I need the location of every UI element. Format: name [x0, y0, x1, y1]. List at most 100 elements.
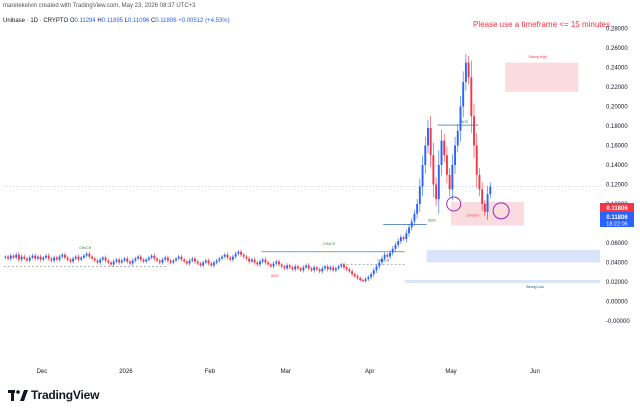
symbol-label[interactable]: Unibase · 1D · CRYPTO	[3, 18, 69, 24]
y-tick-label: 0.06000	[606, 241, 628, 247]
candle-body	[69, 259, 72, 262]
candle-body	[250, 259, 253, 262]
candle-body	[435, 184, 438, 200]
candle-body	[286, 265, 289, 269]
annotations-layer: BOS BOS BOS CHoCH CHoCH CHoCH CHoCH Strong High…	[79, 55, 547, 289]
candle-body	[240, 251, 242, 255]
candle-body	[53, 257, 56, 261]
candle-body	[340, 264, 343, 267]
candle-body	[269, 264, 272, 267]
candle-body	[410, 221, 413, 228]
candle-body	[26, 258, 28, 261]
time-axis[interactable]: Dec 2026 Feb Mar Apr May Jun	[37, 369, 540, 375]
y-tick-label: 0.18000	[606, 124, 628, 130]
swing-circle-1	[446, 196, 462, 212]
candle-body	[245, 256, 248, 259]
chart-credit: maretekelvin created with TradingView.co…	[3, 3, 196, 9]
candle-body	[91, 256, 93, 259]
candle-body	[34, 255, 37, 259]
candle-body	[451, 165, 454, 190]
candle-body	[315, 267, 318, 270]
candle-body	[443, 140, 446, 156]
candle-body	[267, 262, 270, 265]
close-price-tag-bg	[600, 212, 634, 227]
close-key: C	[150, 18, 156, 24]
annotation-label: CHoCH	[377, 259, 390, 263]
candle-body	[177, 256, 180, 259]
candle-body	[302, 267, 305, 271]
candle-body	[131, 260, 134, 264]
candle-body	[416, 204, 419, 214]
tradingview-logo[interactable]: TradingView	[8, 388, 99, 402]
candle-body	[261, 259, 264, 262]
candle-body	[115, 259, 118, 262]
close-value: 0.11806	[155, 18, 177, 24]
candle-body	[356, 276, 359, 279]
annotation-label: Strong High	[528, 55, 547, 59]
supply-zone-0	[505, 62, 579, 92]
candle-body	[362, 280, 364, 282]
candle-body	[137, 256, 140, 259]
candle-body	[408, 227, 410, 234]
candle-body	[378, 262, 381, 267]
price-axis[interactable]: 0.28000 0.26000 0.24000 0.22000 0.20000 0.180…	[606, 27, 630, 326]
candle-body	[39, 256, 42, 260]
candle-body	[164, 257, 167, 260]
candle-body	[475, 145, 478, 175]
countdown-tag: 18:22:06	[606, 222, 627, 228]
candle-body	[380, 258, 383, 263]
candle-body	[481, 189, 484, 204]
x-tick-label: May	[445, 369, 456, 375]
candle-body	[188, 260, 191, 264]
candle-body	[80, 257, 83, 260]
candle-body	[126, 258, 129, 262]
candle-body	[437, 165, 440, 200]
candle-body	[429, 127, 432, 156]
candle-body	[74, 256, 77, 259]
candle-body	[204, 260, 207, 263]
candle-body	[107, 260, 110, 263]
candle-body	[229, 257, 232, 260]
swing-circle-2	[492, 202, 510, 220]
candle-body	[394, 244, 397, 249]
candle-body	[324, 266, 326, 269]
candle-body	[218, 258, 221, 261]
candle-body	[248, 258, 251, 262]
candle-body	[66, 257, 69, 260]
y-tick-label: 0.00000	[606, 300, 628, 306]
candle-body	[61, 254, 64, 257]
annotation-label: CHoCH	[79, 246, 92, 250]
timeframe-warning: Please use a timeframe <= 15 minutes	[473, 20, 610, 29]
y-tick-label: 0.20000	[606, 105, 628, 111]
candle-body	[93, 258, 96, 261]
candle-body	[489, 186, 492, 195]
candle-body	[278, 261, 280, 265]
candle-body	[153, 255, 156, 259]
zones-layer	[404, 62, 600, 283]
y-tick-label: 0.04000	[606, 261, 628, 267]
candle-body	[321, 268, 324, 272]
candle-body	[64, 254, 66, 258]
candle-body	[145, 259, 148, 262]
candle-body	[389, 252, 391, 257]
candle-body	[359, 278, 362, 281]
candle-body	[221, 256, 224, 259]
candle-body	[123, 258, 126, 261]
candle-body	[275, 261, 278, 264]
y-tick-label: 0.22000	[606, 85, 628, 91]
x-tick-label: Mar	[281, 369, 291, 375]
candle-body	[464, 62, 467, 83]
candles-layer	[4, 53, 492, 283]
y-tick-label: 0.12000	[606, 183, 628, 189]
candle-body	[28, 257, 31, 261]
candle-body	[299, 268, 302, 271]
high-key: H	[97, 18, 102, 24]
y-tick-label: 0.28000	[606, 27, 628, 33]
candle-body	[402, 237, 405, 240]
candle-body	[375, 266, 378, 271]
candle-body	[85, 253, 88, 256]
candle-body	[183, 259, 186, 262]
candle-body	[180, 256, 183, 260]
price-tags: 0.11806 0.11806 18:22:06	[600, 203, 634, 228]
